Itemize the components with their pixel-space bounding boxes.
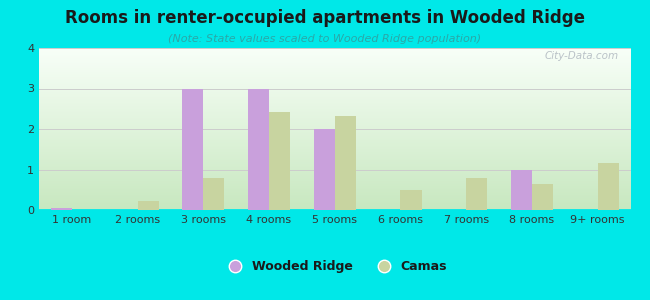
Bar bbox=[314, 129, 335, 210]
Bar bbox=[532, 184, 553, 210]
Bar bbox=[269, 112, 290, 210]
Bar bbox=[248, 88, 269, 210]
Bar bbox=[511, 169, 532, 210]
Text: (Note: State values scaled to Wooded Ridge population): (Note: State values scaled to Wooded Rid… bbox=[168, 34, 482, 44]
Bar bbox=[182, 88, 203, 210]
Bar bbox=[203, 178, 224, 210]
Bar bbox=[51, 208, 72, 210]
Bar bbox=[400, 190, 421, 210]
Text: City-Data.com: City-Data.com bbox=[545, 51, 619, 61]
Bar bbox=[335, 116, 356, 210]
Bar bbox=[597, 163, 619, 210]
Legend: Wooded Ridge, Camas: Wooded Ridge, Camas bbox=[218, 255, 452, 278]
Bar bbox=[138, 201, 159, 210]
Bar bbox=[466, 178, 488, 210]
Text: Rooms in renter-occupied apartments in Wooded Ridge: Rooms in renter-occupied apartments in W… bbox=[65, 9, 585, 27]
